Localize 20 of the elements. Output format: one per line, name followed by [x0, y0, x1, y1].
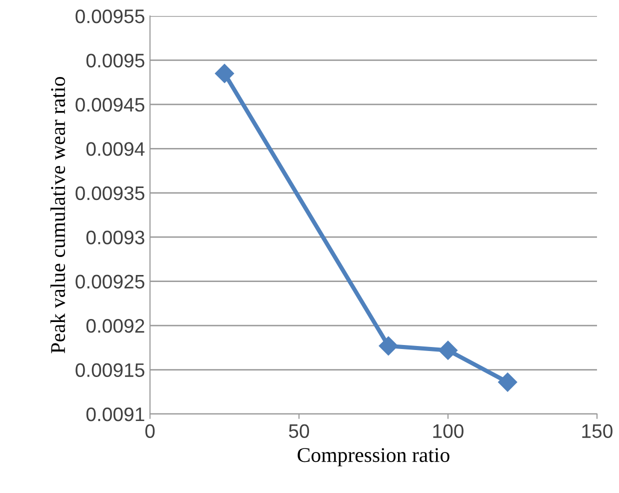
y-axis-title: Peak value cumulative wear ratio — [50, 76, 66, 354]
x-tick-label: 150 — [582, 424, 612, 438]
x-tick-label: 100 — [433, 424, 464, 438]
y-tick-label: 0.00945 — [76, 98, 144, 112]
y-tick-label: 0.0094 — [86, 142, 145, 156]
point — [214, 64, 234, 84]
x-tick-label: 50 — [288, 424, 310, 438]
point — [378, 336, 398, 356]
x-axis-title: Compression ratio — [298, 448, 450, 466]
x-tick-label: 0 — [145, 424, 155, 438]
y-tick-label: 0.00955 — [76, 9, 144, 24]
point — [498, 372, 518, 392]
y-tick-label: 0.00915 — [76, 363, 144, 378]
point — [438, 340, 458, 360]
y-tick-label: 0.0091 — [86, 407, 144, 422]
y-tick-label: 0.0092 — [86, 319, 144, 333]
y-tick-label: 0.0093 — [86, 230, 144, 244]
y-tick-label: 0.00935 — [76, 186, 144, 200]
y-tick-label: 0.0095 — [86, 54, 144, 68]
y-tick-label: 0.00925 — [76, 274, 144, 289]
